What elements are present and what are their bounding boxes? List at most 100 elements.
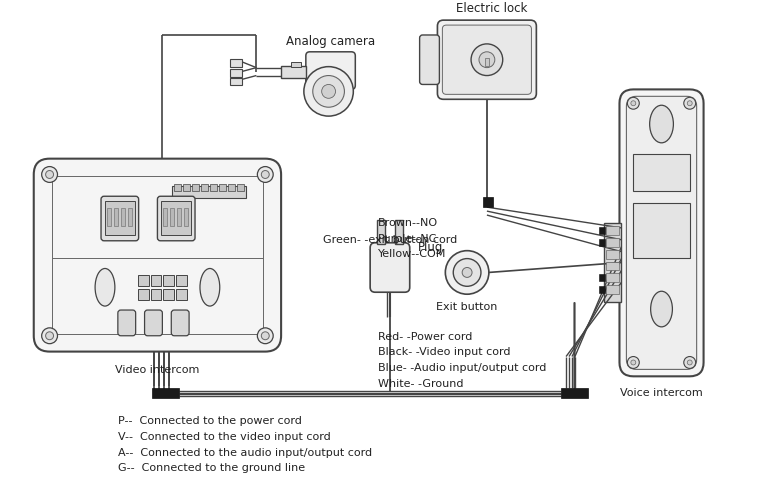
Bar <box>107 208 111 226</box>
Bar <box>634 203 690 258</box>
Bar <box>227 184 234 192</box>
Text: P--  Connected to the power cord: P-- Connected to the power cord <box>118 416 302 426</box>
Circle shape <box>261 170 270 178</box>
Bar <box>599 227 604 234</box>
Bar <box>606 250 620 258</box>
Bar <box>599 286 604 293</box>
Text: Electric lock: Electric lock <box>456 2 528 15</box>
Bar <box>230 68 241 76</box>
Bar <box>184 208 188 226</box>
Bar <box>606 262 620 270</box>
Circle shape <box>41 328 58 344</box>
Circle shape <box>479 52 495 68</box>
FancyBboxPatch shape <box>118 310 136 336</box>
FancyBboxPatch shape <box>419 35 439 84</box>
Bar <box>151 276 161 286</box>
Bar <box>604 223 621 302</box>
Bar <box>291 62 301 66</box>
Text: Analog camera: Analog camera <box>286 35 375 48</box>
Text: Brown--NO
Purple--NC
Yellow--COM: Brown--NO Purple--NC Yellow--COM <box>378 218 446 259</box>
FancyBboxPatch shape <box>306 52 356 90</box>
Text: A--  Connected to the audio input/output cord: A-- Connected to the audio input/output … <box>118 448 372 458</box>
Circle shape <box>257 328 273 344</box>
Bar <box>634 154 690 192</box>
Circle shape <box>687 360 692 365</box>
Bar <box>164 290 174 300</box>
Bar <box>121 208 124 226</box>
Circle shape <box>684 356 696 368</box>
Circle shape <box>631 101 636 105</box>
Bar <box>485 58 489 66</box>
Circle shape <box>304 66 353 116</box>
FancyBboxPatch shape <box>627 96 697 370</box>
Circle shape <box>684 98 696 109</box>
Bar <box>377 220 385 244</box>
Bar <box>192 184 199 192</box>
FancyBboxPatch shape <box>620 90 703 377</box>
Bar <box>606 226 620 235</box>
FancyBboxPatch shape <box>157 196 195 241</box>
Text: Green- -exit button cord: Green- -exit button cord <box>323 234 457 244</box>
Bar <box>137 276 148 286</box>
Bar <box>237 184 243 192</box>
Text: G--  Connected to the ground line: G-- Connected to the ground line <box>118 464 305 473</box>
Bar <box>606 274 620 282</box>
Bar <box>183 184 190 192</box>
Bar <box>176 276 187 286</box>
Bar <box>177 208 181 226</box>
Circle shape <box>45 332 54 340</box>
Ellipse shape <box>650 105 674 143</box>
Circle shape <box>45 170 54 178</box>
Bar <box>172 186 247 198</box>
Circle shape <box>41 166 58 182</box>
FancyBboxPatch shape <box>370 243 409 292</box>
FancyBboxPatch shape <box>438 20 536 100</box>
Bar <box>483 197 493 207</box>
FancyBboxPatch shape <box>442 25 531 94</box>
Circle shape <box>627 98 639 109</box>
Bar <box>201 184 208 192</box>
Bar <box>599 239 604 246</box>
Bar <box>105 201 134 235</box>
FancyBboxPatch shape <box>144 310 162 336</box>
Text: Exit button: Exit button <box>436 302 498 312</box>
Bar <box>127 208 131 226</box>
Bar <box>599 274 604 281</box>
Circle shape <box>631 360 636 365</box>
Circle shape <box>322 84 336 98</box>
Ellipse shape <box>650 291 673 327</box>
Bar <box>174 184 181 192</box>
Circle shape <box>627 356 639 368</box>
Bar <box>170 208 174 226</box>
Bar <box>161 201 191 235</box>
Circle shape <box>471 44 503 76</box>
Text: Plug: Plug <box>418 241 443 254</box>
Bar <box>606 286 620 294</box>
Text: Video intercom: Video intercom <box>115 366 200 376</box>
Bar <box>164 276 174 286</box>
Circle shape <box>313 76 344 107</box>
Circle shape <box>261 332 270 340</box>
FancyBboxPatch shape <box>171 310 189 336</box>
Text: V--  Connected to the video input cord: V-- Connected to the video input cord <box>118 432 330 442</box>
Circle shape <box>257 166 273 182</box>
Circle shape <box>462 268 472 278</box>
Bar <box>210 184 217 192</box>
Circle shape <box>445 250 489 294</box>
Text: Voice intercom: Voice intercom <box>620 388 703 398</box>
Bar <box>151 290 161 300</box>
Bar <box>281 66 306 78</box>
Text: Red- -Power cord
Black- -Video input cord
Blue- -Audio input/output cord
White- : Red- -Power cord Black- -Video input cor… <box>378 332 547 388</box>
FancyBboxPatch shape <box>34 158 281 352</box>
Bar <box>230 58 241 66</box>
Bar <box>230 78 241 86</box>
Circle shape <box>687 101 692 105</box>
Bar <box>164 208 167 226</box>
Bar <box>219 184 226 192</box>
Bar <box>561 388 588 398</box>
Bar <box>606 238 620 246</box>
Bar <box>395 220 402 244</box>
Bar <box>114 208 118 226</box>
Circle shape <box>453 258 481 286</box>
FancyBboxPatch shape <box>101 196 139 241</box>
